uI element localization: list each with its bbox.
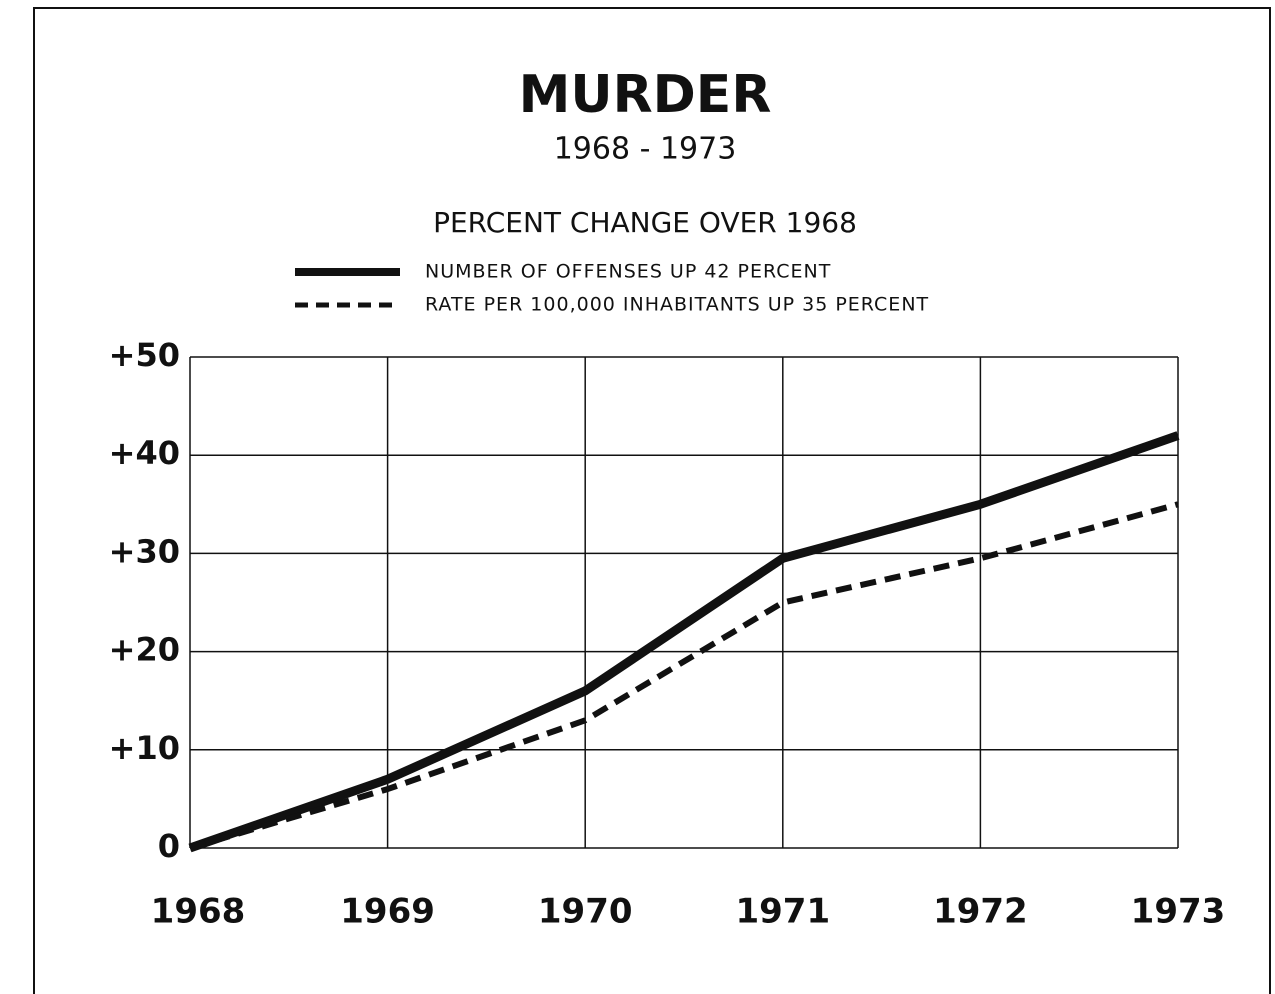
y-tick-label: +30 xyxy=(109,532,180,570)
y-tick-label: +20 xyxy=(109,631,180,669)
legend-label: RATE PER 100,000 INHABITANTS UP 35 PERCE… xyxy=(425,294,929,316)
y-tick-label: +40 xyxy=(109,434,180,472)
frame xyxy=(33,7,1271,994)
line xyxy=(189,501,1179,851)
y-tick-label: +10 xyxy=(109,729,180,767)
x-tick-label: 1972 xyxy=(933,892,1028,932)
x-tick-label: 1968 xyxy=(151,892,246,932)
y-tick-label: +50 xyxy=(109,336,180,374)
chart-title: MURDER xyxy=(519,65,772,125)
x-tick-label: 1970 xyxy=(538,892,633,932)
x-tick-label: 1971 xyxy=(735,892,830,932)
axis-title: PERCENT CHANGE OVER 1968 xyxy=(433,206,857,239)
y-tick-label: 0 xyxy=(158,827,180,865)
x-tick-label: 1973 xyxy=(1131,892,1226,932)
x-tick-label: 1969 xyxy=(340,892,435,932)
legend-label: NUMBER OF OFFENSES UP 42 PERCENT xyxy=(425,261,831,283)
line xyxy=(188,431,1180,853)
chart-subtitle: 1968 - 1973 xyxy=(554,132,737,167)
